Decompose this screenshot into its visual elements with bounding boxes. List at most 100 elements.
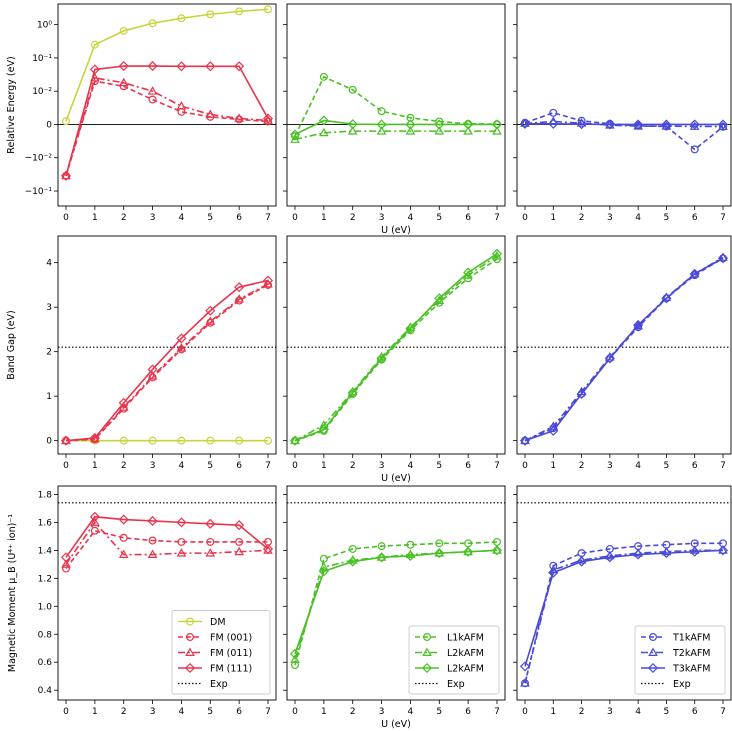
y-tick-label: −10⁻² [25, 154, 53, 164]
y-tick-label: 1 [46, 392, 52, 402]
legend: T1kAFM T2kAFM T3kAFM Exp [634, 625, 726, 695]
data-point [234, 282, 245, 293]
legend-label: FM (111) [210, 664, 252, 675]
legend-label: DM [210, 617, 226, 628]
series-line [65, 284, 269, 442]
legend-marker [421, 662, 433, 674]
data-point [177, 14, 186, 23]
data-point [148, 436, 157, 445]
y-tick-label: 0 [46, 437, 52, 447]
data-point [548, 421, 559, 430]
x-tick-label: 6 [465, 461, 471, 471]
y-tick-label: 0.8 [38, 630, 53, 640]
series-line [294, 541, 498, 666]
axes-frame [516, 3, 732, 207]
data-point [376, 353, 387, 364]
legend-label: Exp [673, 679, 691, 690]
data-point [405, 119, 416, 130]
legend-label: Exp [210, 679, 228, 690]
data-point [60, 435, 72, 446]
legend-box [408, 625, 500, 695]
data-point [290, 134, 300, 143]
panel-relative-energy-red: 0 1 2 3 4 5 6 7 10⁰ 10⁻¹ 10⁻² 0 −10⁻² −10⁻¹ Relative E… [6, 3, 277, 223]
x-tick-label: 5 [664, 461, 670, 471]
series-line [294, 75, 498, 137]
x-tick-label: 6 [692, 707, 698, 717]
x-tick-label: 3 [607, 461, 613, 471]
series-l1kafm [291, 537, 502, 670]
x-tick-label: 6 [692, 461, 698, 471]
data-point [176, 343, 187, 352]
x-tick-label: 0 [522, 707, 528, 717]
data-point [434, 126, 445, 135]
x-tick-label: 5 [207, 213, 213, 223]
x-tick-label: 7 [494, 707, 500, 717]
panel-band-gap-red: 0 1 2 3 4 5 6 7 0 1 2 3 4 Band Gap (eV) [6, 235, 277, 471]
series-l1kafm [291, 255, 502, 445]
data-point [319, 562, 329, 571]
data-point [262, 113, 274, 124]
legend-marker [422, 647, 432, 656]
x-tick-label: 3 [379, 461, 385, 471]
x-tick-label: 6 [465, 707, 471, 717]
series-line [294, 255, 498, 442]
x-tick-label: 5 [436, 461, 442, 471]
data-point [690, 145, 699, 154]
x-tick-label: 4 [408, 213, 414, 223]
legend: DM FM (001) FM (011) FM (111) Exp [171, 610, 271, 695]
data-point [118, 514, 129, 525]
data-point [289, 648, 301, 659]
data-point [289, 435, 301, 446]
data-point [235, 7, 244, 16]
x-tick-label: 4 [408, 461, 414, 471]
x-tick-label: 1 [321, 707, 327, 717]
series-l2kafm [289, 115, 503, 140]
series-line [524, 256, 724, 442]
y-tick-label: −10⁻¹ [25, 187, 53, 197]
x-tick-label: 7 [265, 707, 271, 717]
x-tick-label: 6 [465, 213, 471, 223]
data-point [205, 518, 216, 529]
data-point [318, 115, 329, 126]
series-t3kafm [519, 545, 729, 672]
data-point [406, 540, 415, 549]
data-point [576, 388, 587, 399]
series-line [294, 253, 498, 442]
legend-marker [186, 632, 195, 641]
legend-label: FM (001) [210, 633, 252, 644]
data-point [717, 545, 729, 556]
series-line [294, 258, 498, 442]
legend-label: L2kAFM [447, 664, 484, 675]
data-point [206, 537, 215, 546]
x-axis-label: U (eV) [381, 225, 411, 236]
x-tick-label: 7 [494, 213, 500, 223]
series-line [294, 130, 497, 141]
data-point [119, 533, 128, 542]
data-point [633, 119, 644, 130]
series-l2kafm [290, 126, 502, 143]
x-tick-label: 0 [522, 213, 528, 223]
data-point [61, 559, 71, 568]
x-tick-label: 4 [408, 707, 414, 717]
data-point [318, 566, 329, 577]
data-point [289, 129, 301, 140]
legend-label: T3kAFM [672, 664, 711, 675]
x-tick-label: 5 [436, 213, 442, 223]
data-point [90, 526, 99, 535]
y-tick-label: 0.6 [38, 658, 53, 668]
data-point [405, 126, 416, 135]
y-axis-label: Magnetic Moment μ_B (U⁴⁺ ion)⁻¹ [7, 514, 18, 672]
x-tick-label: 4 [179, 213, 185, 223]
axes-frame [57, 235, 277, 455]
legend-box [171, 610, 271, 695]
data-point [347, 387, 358, 398]
series-fm-011- [61, 72, 273, 180]
data-point [548, 118, 559, 129]
series-t3kafm [519, 253, 729, 446]
y-tick-label: 2 [46, 348, 52, 358]
data-point [290, 654, 300, 663]
x-tick-label: 5 [436, 707, 442, 717]
x-tick-label: 1 [550, 461, 556, 471]
data-point [89, 64, 100, 75]
